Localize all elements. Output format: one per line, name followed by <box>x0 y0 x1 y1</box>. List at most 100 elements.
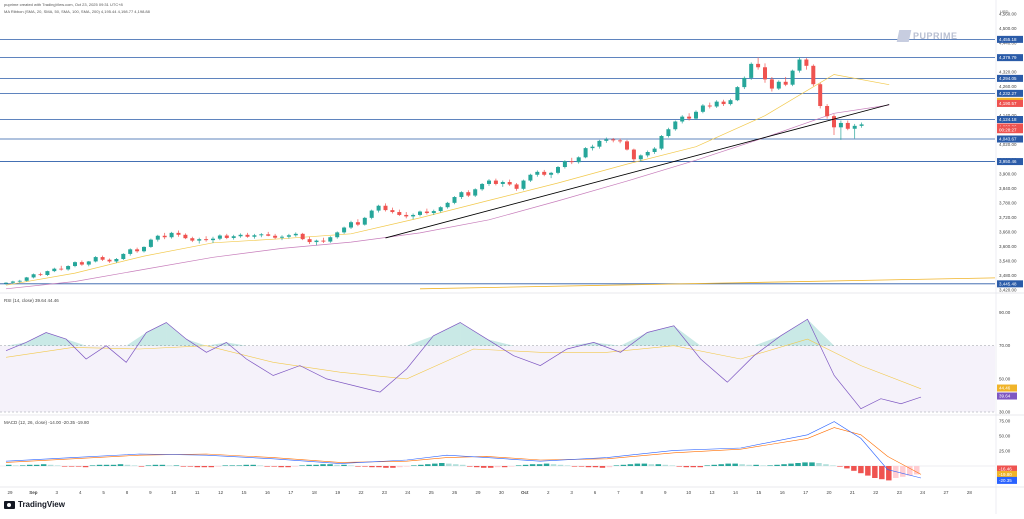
price-label-box <box>997 126 1023 134</box>
macd-histogram-bar <box>418 464 424 466</box>
macd-histogram-bar <box>6 464 12 466</box>
candle-body <box>128 249 133 254</box>
rsi-overbought-fill <box>807 319 835 346</box>
macd-histogram-bar <box>704 465 710 466</box>
candle <box>355 219 360 227</box>
macd-histogram-bar <box>320 464 326 466</box>
candle <box>521 179 526 191</box>
candle <box>776 80 781 91</box>
time-tick-label: 16 <box>780 490 786 495</box>
macd-histogram-bar <box>383 466 389 468</box>
candle-body <box>590 146 595 149</box>
candle <box>818 82 823 109</box>
candle-body <box>714 101 719 107</box>
time-tick-label: Oct <box>521 490 529 495</box>
price-label: 4,455.18 <box>999 37 1017 42</box>
macd-histogram-bar <box>292 466 298 467</box>
macd-histogram-bar <box>480 466 487 468</box>
candle <box>335 231 340 239</box>
candle-body <box>763 67 767 80</box>
rsi-line <box>5 318 922 410</box>
price-tick-label: 4,140.00 <box>999 113 1017 118</box>
rsi-label: 39.64 <box>999 394 1011 399</box>
candle <box>183 233 188 240</box>
watermark-text: PUPRIME <box>913 31 958 41</box>
candle <box>259 233 264 238</box>
macd-histogram-bar <box>327 464 333 466</box>
macd-histogram-bar <box>180 466 187 467</box>
candle <box>487 179 491 186</box>
candle <box>438 206 443 213</box>
candle <box>24 276 29 282</box>
candle-body <box>190 238 195 241</box>
candle <box>300 232 305 241</box>
candle <box>576 156 581 164</box>
macd-histogram-bar <box>243 464 249 466</box>
time-tick-label: 3 <box>570 490 573 495</box>
candle <box>721 99 726 106</box>
rsi-overbought-fill <box>780 319 808 346</box>
tradingview-footer[interactable]: TradingView <box>4 500 65 509</box>
candle-body <box>707 105 712 107</box>
rsi-title: RSI (14, close) 39.64 44.46 <box>4 298 59 303</box>
candle <box>473 188 478 198</box>
candle <box>4 282 8 285</box>
macd-histogram-bar <box>159 464 166 466</box>
candle <box>707 102 712 109</box>
candle <box>142 246 146 253</box>
time-tick-label: 23 <box>382 490 388 495</box>
macd-histogram-bar <box>201 466 208 468</box>
macd-histogram-bar <box>278 466 284 468</box>
candle <box>749 62 754 80</box>
time-tick-label: Sep <box>29 490 38 495</box>
macd-histogram-bar <box>348 465 354 466</box>
candle-body <box>507 182 512 185</box>
candle <box>631 148 636 162</box>
candle-body <box>148 239 153 247</box>
candle <box>314 239 319 246</box>
time-tick-label: 9 <box>149 490 152 495</box>
time-tick-label: 6 <box>594 490 597 495</box>
macd-histogram-bar <box>578 466 585 467</box>
candle-body <box>452 197 457 203</box>
candle <box>535 170 540 177</box>
price-label: 4,190.57 <box>999 101 1017 106</box>
rsi-band <box>0 345 995 412</box>
macd-histogram-bar <box>823 464 829 466</box>
macd-label: -20.35 <box>999 478 1012 483</box>
macd-histogram-bar <box>264 466 270 467</box>
candle <box>825 104 830 119</box>
macd-histogram-bar <box>662 464 669 466</box>
ma-ribbon-legend[interactable]: MA Ribbon (SMA, 20, SMA, 50, SMA, 100, S… <box>4 9 150 14</box>
macd-histogram-bar <box>334 464 340 466</box>
candle-body <box>493 180 498 184</box>
macd-histogram-bar <box>89 465 96 466</box>
time-tick-label: 29 <box>7 490 13 495</box>
candle <box>121 253 126 260</box>
candle <box>383 203 388 212</box>
price-tick-label: 4,260.00 <box>999 84 1017 89</box>
candle <box>252 233 257 239</box>
rsi-overbought-fill <box>433 322 461 346</box>
candle-body <box>52 268 57 272</box>
time-tick-label: 25 <box>429 490 435 495</box>
candle <box>852 123 857 139</box>
candle-body <box>797 59 802 71</box>
candle-body <box>45 271 50 275</box>
macd-histogram-bar <box>557 464 564 466</box>
candle-body <box>562 161 567 168</box>
candle-body <box>680 116 685 122</box>
macd-histogram-bar <box>222 465 229 466</box>
candle-body <box>224 235 229 238</box>
candle <box>211 236 215 244</box>
currency-label: USD <box>1000 9 1009 14</box>
macd-histogram-bar <box>886 466 892 481</box>
macd-label-box <box>997 476 1017 484</box>
candle-body <box>652 148 657 152</box>
macd-histogram-bar <box>96 464 103 466</box>
price-tick-label: 4,500.00 <box>999 26 1017 31</box>
candle-body <box>383 205 388 211</box>
macd-histogram-bar <box>732 463 738 466</box>
